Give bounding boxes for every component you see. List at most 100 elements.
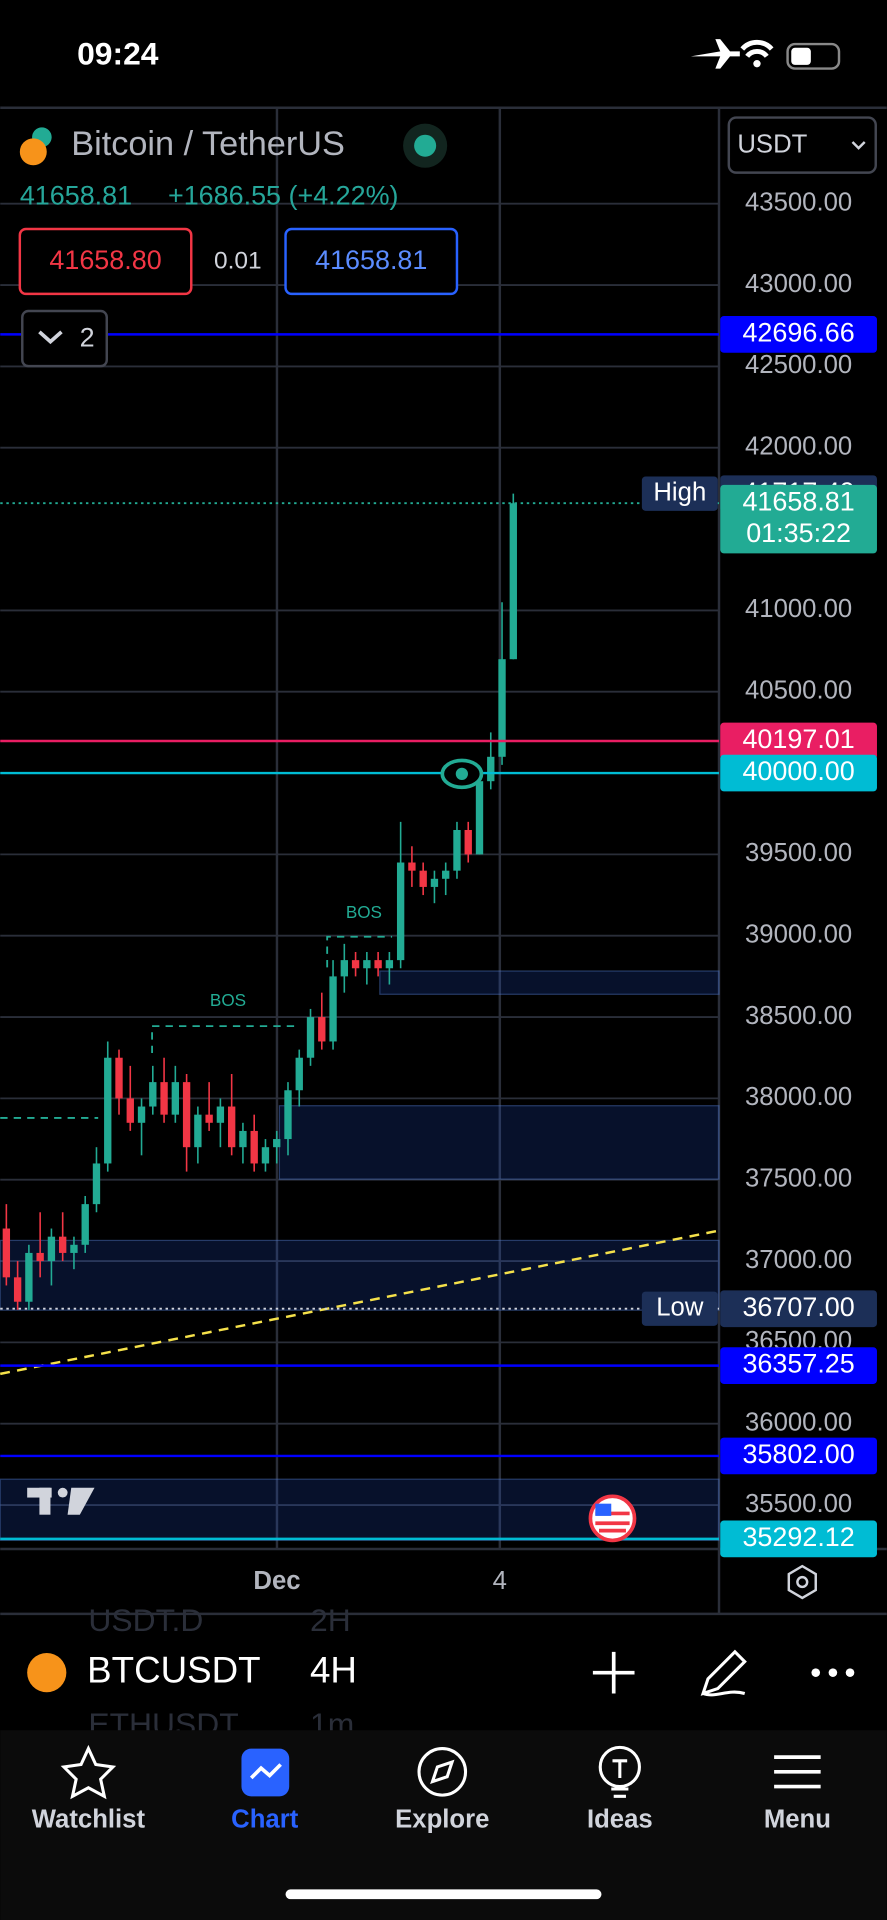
level-label: 40197.01 [742, 724, 854, 754]
current-price-label: 41658.81 [742, 486, 854, 516]
tab-label[interactable]: Chart [231, 1806, 299, 1834]
status-icons [690, 39, 841, 70]
candle-body [227, 1106, 236, 1148]
tab-label[interactable]: Menu [764, 1806, 831, 1834]
candle-body [160, 1082, 168, 1115]
indicators-toggle[interactable] [21, 309, 108, 368]
plot [0, 333, 720, 1541]
settings-icon[interactable] [787, 1564, 817, 1600]
candle-body [408, 862, 416, 871]
candle-body [171, 1082, 180, 1115]
level-label: 40000.00 [742, 756, 854, 786]
buy-price[interactable]: 41658.81 [315, 245, 427, 275]
more-dot [811, 1668, 821, 1677]
zone [379, 970, 720, 995]
low-tag-label: Low [656, 1294, 704, 1322]
y-tick-label: 41000.00 [745, 595, 852, 623]
sell-price[interactable]: 41658.80 [49, 245, 161, 275]
ideas-icon-base [611, 1759, 629, 1798]
tabs: Watchlist Chart Explore Ideas Menu [32, 1806, 831, 1834]
y-tick-label: 38500.00 [745, 1002, 852, 1030]
bos-line [326, 935, 393, 968]
tv-logo [27, 1487, 95, 1515]
home-indicator [285, 1889, 602, 1900]
candle-body [126, 1098, 134, 1123]
more-dot [845, 1668, 855, 1677]
sell-button[interactable] [18, 227, 193, 296]
battery-icon [786, 42, 841, 70]
more-dot [828, 1668, 838, 1677]
candle-body [115, 1057, 123, 1099]
y-tick-label: 36000.00 [745, 1409, 852, 1437]
candle-body [442, 870, 450, 879]
level-badge [720, 1347, 877, 1384]
buy-button[interactable] [284, 227, 459, 296]
menu-icon[interactable] [774, 1755, 821, 1789]
candle-body [261, 1147, 270, 1164]
explore-icon[interactable] [417, 1747, 468, 1797]
candle-body [273, 1139, 281, 1148]
candle-body [363, 960, 371, 969]
flag-icon [588, 1494, 637, 1543]
low-tag [641, 1291, 718, 1326]
add-button[interactable] [592, 1651, 635, 1694]
draw-button[interactable] [700, 1649, 747, 1697]
eye-pupil [455, 767, 468, 780]
candle-body [318, 1017, 326, 1042]
y-tick-label: 39000.00 [745, 921, 852, 949]
y-tick-label: 40500.00 [745, 677, 852, 705]
toolbar-interval[interactable]: 4H [310, 1649, 357, 1690]
level-badge [720, 754, 877, 792]
ghost-symbol: USDT.D [88, 1602, 203, 1638]
current-price-badge [720, 484, 877, 554]
tab-label[interactable]: Explore [395, 1806, 489, 1834]
y-tick-label: 35500.00 [745, 1490, 852, 1518]
watchlist-icon[interactable] [60, 1744, 117, 1800]
chevron [851, 141, 866, 150]
wifi-icon [740, 39, 774, 58]
candle-body [47, 1236, 56, 1262]
currency[interactable]: USDT [737, 131, 807, 159]
price-axis: 35500.0036000.0036500.0037000.0037500.00… [641, 189, 877, 1558]
y-tick-label: 39500.00 [745, 839, 852, 867]
btc-icon [19, 138, 47, 166]
candle-body [396, 862, 405, 961]
tv-logo-part [27, 1487, 52, 1498]
bos-label: BOS [210, 990, 246, 1010]
eye-icon [440, 758, 484, 790]
candle-body [13, 1277, 22, 1302]
candle-body [36, 1252, 44, 1262]
candle-body [340, 960, 348, 977]
y-tick-label: 37000.00 [745, 1246, 852, 1274]
toolbar-symbol[interactable]: BTCUSDT [87, 1649, 260, 1690]
spread: 0.01 [214, 248, 262, 275]
flag-ring [588, 1494, 637, 1543]
high-tag-label: High [653, 478, 706, 506]
high-tag [641, 476, 718, 511]
symbol-name: Bitcoin / TetherUS [71, 125, 345, 163]
candle-body [92, 1163, 101, 1205]
tab-label[interactable]: Ideas [587, 1806, 653, 1834]
bos-label: BOS [346, 902, 382, 922]
more-button[interactable] [811, 1668, 855, 1677]
candle-body [374, 960, 382, 969]
ideas-icon[interactable] [598, 1745, 641, 1789]
candle-body [487, 756, 495, 782]
tab-label[interactable]: Watchlist [32, 1806, 146, 1834]
low-badge [720, 1290, 877, 1328]
candle-body [295, 1057, 303, 1091]
candle-body [351, 960, 360, 969]
indicators-count[interactable]: 2 [80, 322, 95, 352]
x-tick-label: 4 [493, 1567, 507, 1595]
candle-body [250, 1130, 258, 1164]
level-badge [720, 316, 877, 353]
low-label: 36707.00 [742, 1292, 854, 1322]
last-price: 41658.81 [20, 180, 132, 210]
candle-body [453, 829, 461, 871]
candle-body [59, 1236, 67, 1253]
currency-select[interactable] [727, 116, 877, 174]
candle-body [81, 1204, 89, 1245]
candle-body [205, 1114, 213, 1123]
zone [0, 1239, 720, 1311]
